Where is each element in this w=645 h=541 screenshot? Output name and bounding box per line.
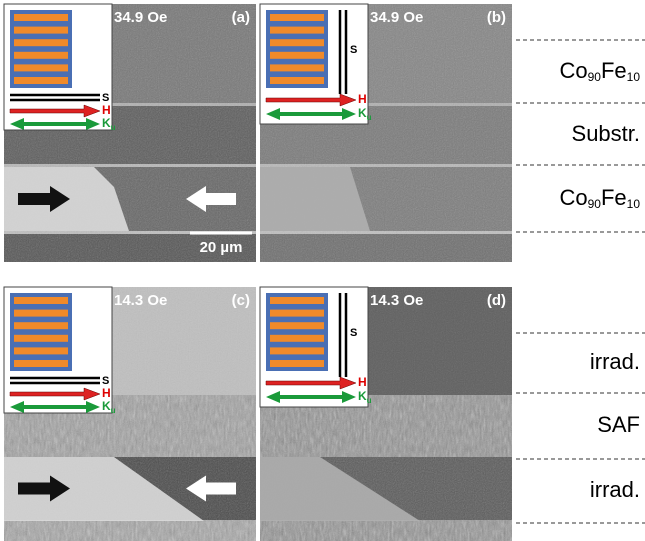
- sample-square: [266, 10, 328, 88]
- sample-square: [266, 293, 328, 371]
- subscript: 10: [627, 70, 641, 84]
- subscript: 90: [588, 70, 602, 84]
- stripe: [14, 14, 68, 21]
- layer-label: irrad.: [590, 477, 640, 502]
- scale-bar-label: 20 µm: [200, 239, 243, 256]
- legend-k-sub: u: [111, 406, 116, 415]
- layer-label: Co90Fe10: [559, 58, 640, 84]
- stripe: [14, 77, 68, 84]
- field-label: 14.3 Oe: [114, 292, 167, 309]
- layer-text: Fe: [601, 185, 627, 210]
- legend-h: H: [102, 103, 111, 117]
- stripe: [14, 347, 68, 354]
- stripe: [270, 64, 324, 71]
- sample-square: [10, 10, 72, 88]
- legend-k-main: K: [358, 106, 367, 120]
- legend-k-main: K: [102, 399, 111, 413]
- legend-h: H: [102, 386, 111, 400]
- stripe: [14, 52, 68, 59]
- stripe: [14, 297, 68, 304]
- stripe: [14, 322, 68, 329]
- legend-k-sub: u: [367, 396, 372, 405]
- layer-text: Fe: [601, 58, 627, 83]
- layer-label: SAF: [597, 412, 640, 437]
- stripe: [270, 77, 324, 84]
- layer-label: Substr.: [572, 121, 640, 146]
- layer-text: Co: [559, 58, 587, 83]
- stripe: [14, 360, 68, 367]
- stripe: [14, 64, 68, 71]
- stripe: [270, 14, 324, 21]
- legend-k-main: K: [102, 116, 111, 130]
- panel-label: (c): [232, 292, 250, 309]
- stripe: [14, 310, 68, 317]
- panel-label: (d): [487, 292, 506, 309]
- stripe: [270, 39, 324, 46]
- stripe: [270, 360, 324, 367]
- legend-h: H: [358, 92, 367, 106]
- figure: SHKu34.9 Oe(a)20 µmSHKu34.9 Oe(b)SHKu14.…: [0, 0, 645, 541]
- legend-k-sub: u: [111, 123, 116, 132]
- kerr-panel: S HKu 14.3 Oe (d): [260, 287, 512, 541]
- kerr-panel: S HKu 34.9 Oe (b): [260, 4, 512, 262]
- stripe: [270, 297, 324, 304]
- stripe: [270, 347, 324, 354]
- layer-label: Co90Fe10: [559, 185, 640, 211]
- sample-square: [10, 293, 72, 371]
- field-label: 34.9 Oe: [370, 9, 423, 26]
- stripe: [14, 27, 68, 34]
- panel-label: (b): [487, 9, 506, 26]
- legend-s: S: [102, 92, 109, 104]
- stripe: [270, 27, 324, 34]
- legend-k-sub: u: [367, 113, 372, 122]
- stripe: [14, 335, 68, 342]
- field-label: 14.3 Oe: [370, 292, 423, 309]
- legend-h: H: [358, 375, 367, 389]
- subscript: 90: [588, 197, 602, 211]
- stripe: [270, 52, 324, 59]
- stripe: [270, 310, 324, 317]
- legend-s: S: [102, 375, 109, 387]
- panel-label: (a): [232, 9, 250, 26]
- layer-text: Co: [559, 185, 587, 210]
- layer-label: irrad.: [590, 349, 640, 374]
- legend-k-main: K: [358, 389, 367, 403]
- legend-s: S: [350, 44, 357, 56]
- layer-text: Substr.: [572, 121, 640, 146]
- stripe: [270, 335, 324, 342]
- legend-s: S: [350, 327, 357, 339]
- subscript: 10: [627, 197, 641, 211]
- stripe: [14, 39, 68, 46]
- stripe: [270, 322, 324, 329]
- field-label: 34.9 Oe: [114, 9, 167, 26]
